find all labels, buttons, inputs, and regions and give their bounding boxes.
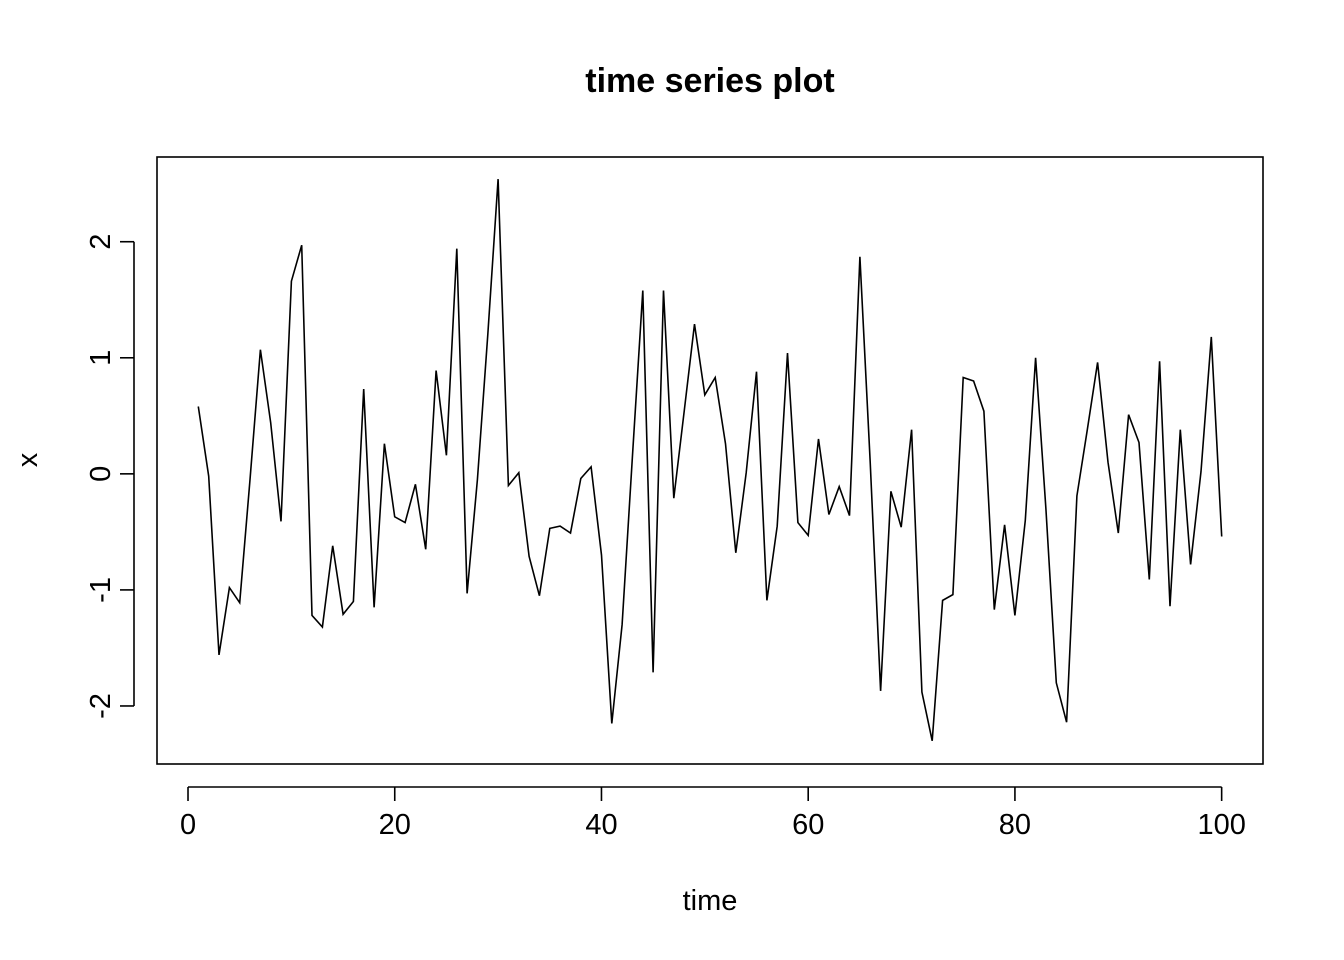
x-tick-label: 60 [792,809,824,841]
series-line [197,179,1223,741]
x-tick-label: 100 [1197,809,1245,841]
x-axis-label: time [683,885,738,917]
y-tick-label: 2 [85,234,117,250]
x-axis: 0 20 40 60 80 100 [180,786,1246,841]
y-tick-label: 0 [85,466,117,482]
y-axis: -2 -1 0 1 2 [85,234,135,719]
y-axis-label: x [12,452,44,467]
x-tick-label: 20 [379,809,411,841]
y-tick-label: -2 [85,693,117,719]
y-tick-label: 1 [85,350,117,366]
plot-frame [156,156,1264,765]
y-tick-label: -1 [85,577,117,603]
x-tick-label: 0 [180,809,196,841]
chart-title: time series plot [585,62,834,100]
x-tick-label: 40 [585,809,617,841]
x-tick-label: 80 [999,809,1031,841]
